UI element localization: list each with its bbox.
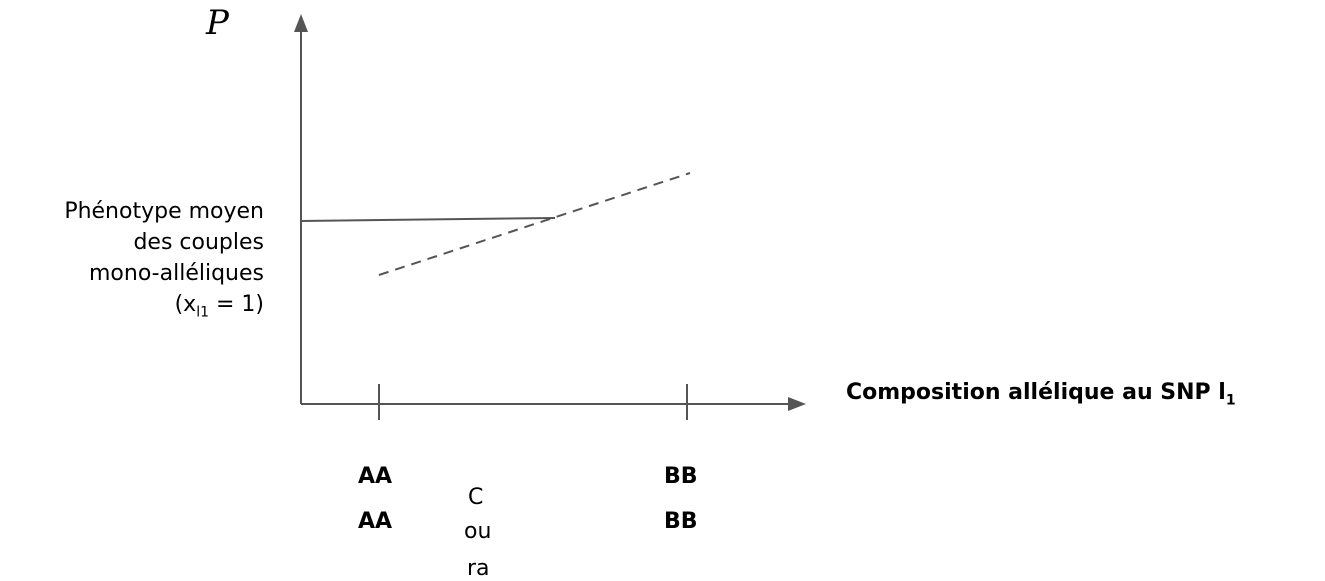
y-label-line-4-pre: (x [174, 292, 197, 317]
x-axis-label-sub: 1 [1225, 392, 1236, 409]
y-label-line-4: (xl1 = 1) [64, 289, 264, 328]
x-axis-label: Composition allélique au SNP l1 [846, 380, 1236, 409]
genotype-right-top: BB [664, 464, 698, 489]
y-label-line-1: Phénotype moyen [64, 199, 264, 224]
mean-phenotype-line [300, 217, 556, 222]
y-label-line-4-sub: l1 [196, 304, 209, 321]
genotype-right-bottom: BB [664, 509, 698, 534]
middle-text-1: C [468, 485, 484, 510]
y-axis-label: Phénotype moyen des couples mono-alléliq… [64, 196, 264, 328]
genotype-left-top: AA [358, 464, 393, 489]
dashed-trend-line [378, 172, 691, 276]
middle-text-3: ra [467, 556, 490, 581]
y-label-line-2: des couples [133, 230, 264, 255]
x-axis-label-text: Composition allélique au SNP l [846, 380, 1226, 405]
y-axis-arrowhead [294, 14, 308, 32]
middle-text-2: ou [464, 519, 492, 544]
y-axis-symbol: P [206, 3, 229, 43]
genotype-left-bottom: AA [358, 509, 393, 534]
y-label-line-4-post: = 1) [209, 292, 264, 317]
y-label-line-3: mono-alléliques [88, 261, 264, 286]
x-axis-arrowhead [788, 397, 806, 411]
